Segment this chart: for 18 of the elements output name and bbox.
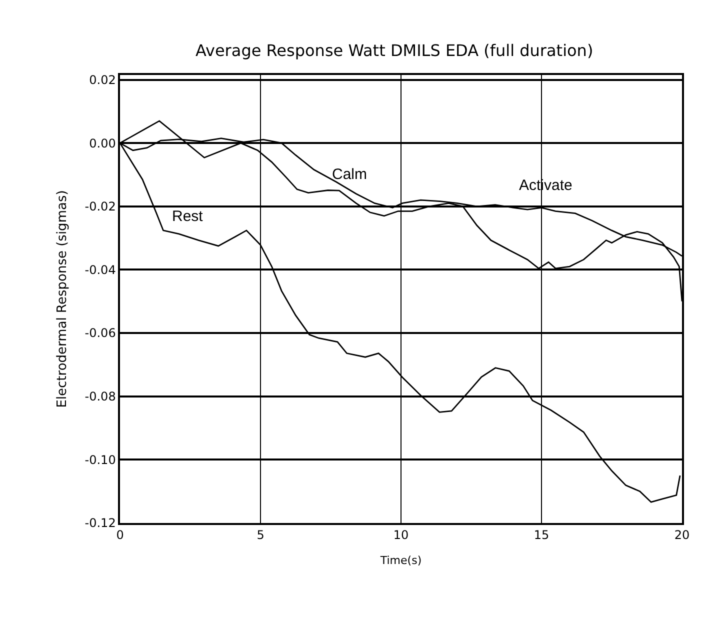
y-tick-label: -0.12 xyxy=(84,516,116,530)
x-tick-label: 15 xyxy=(534,528,550,542)
x-tick-label: 5 xyxy=(256,528,264,542)
y-tick-label: -0.08 xyxy=(84,390,116,404)
y-tick-label: -0.04 xyxy=(84,262,116,277)
y-tick-label: -0.06 xyxy=(84,326,116,340)
y-tick-label: 0.00 xyxy=(89,136,116,150)
chart-title: Average Response Watt DMILS EDA (full duration) xyxy=(196,41,594,60)
y-tick-label: -0.02 xyxy=(84,200,116,214)
x-tick-label: 0 xyxy=(116,528,124,542)
series-label: Rest xyxy=(172,208,204,225)
x-axis-title: Time(s) xyxy=(379,554,422,567)
x-tick-label: 10 xyxy=(393,528,409,542)
x-tick-label: 20 xyxy=(674,528,690,542)
y-axis-title: Electrodermal Response (sigmas) xyxy=(55,190,70,408)
y-tick-label: 0.02 xyxy=(89,72,116,87)
y-tick-label: -0.10 xyxy=(84,452,116,467)
series-label: Calm xyxy=(332,166,368,183)
